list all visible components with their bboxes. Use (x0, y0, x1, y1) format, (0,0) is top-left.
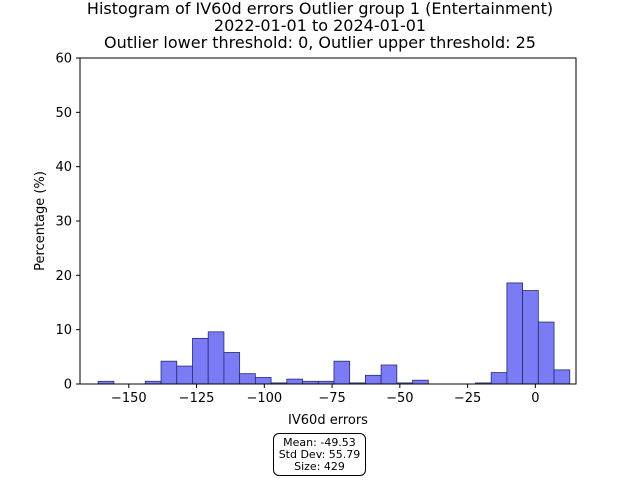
y-axis-ticks: 0 10 20 30 40 50 60 (55, 52, 80, 393)
x-tick-label: −50 (386, 391, 413, 406)
histogram-bar (506, 282, 524, 385)
histogram-bar (286, 378, 303, 385)
stats-mean: Mean: -49.53 (283, 436, 356, 449)
x-axis-label: IV60d errors (288, 413, 368, 428)
x-axis-ticks: −150 −125 −100 −75 −50 −25 0 (111, 384, 539, 406)
x-tick-label: −25 (454, 391, 481, 406)
y-tick-label: 0 (64, 378, 72, 393)
y-tick-label: 20 (55, 269, 72, 284)
x-tick-label: −150 (111, 391, 147, 406)
histogram-bar (490, 372, 508, 385)
histogram-bar (412, 379, 429, 385)
y-tick-label: 10 (55, 323, 72, 338)
y-tick-label: 60 (55, 52, 72, 67)
histogram-bar (365, 374, 382, 385)
histogram-bars (97, 282, 571, 385)
y-tick-label: 40 (55, 160, 72, 175)
histogram-bar (223, 352, 241, 385)
y-axis-label: Percentage (%) (33, 171, 48, 271)
x-tick-label: −125 (179, 391, 215, 406)
histogram-bar (537, 321, 555, 385)
chart-title-line-2: 2022-01-01 to 2024-01-01 (213, 16, 427, 35)
histogram-bar (254, 377, 272, 385)
histogram-bar (380, 364, 398, 385)
histogram-bar (522, 290, 539, 385)
histogram-bar (207, 331, 225, 385)
chart-title-line-1: Histogram of IV60d errors Outlier group … (86, 0, 554, 18)
histogram-bar (192, 337, 209, 385)
y-tick-label: 30 (55, 215, 72, 230)
histogram-bar (176, 365, 193, 385)
stats-box: Mean: -49.53 Std Dev: 55.79 Size: 429 (273, 433, 366, 476)
histogram-bar (239, 373, 256, 385)
histogram-bar (553, 369, 571, 385)
chart-title-line-3: Outlier lower threshold: 0, Outlier uppe… (104, 33, 536, 52)
x-tick-label: 0 (531, 391, 539, 406)
stats-std-dev: Std Dev: 55.79 (278, 448, 361, 461)
histogram-bar (333, 360, 351, 385)
y-tick-label: 50 (55, 106, 72, 121)
x-tick-label: −100 (246, 391, 282, 406)
histogram-bar (160, 360, 178, 385)
plot-frame (79, 57, 577, 385)
x-tick-label: −75 (318, 391, 345, 406)
chart-title: Histogram of IV60d errors Outlier group … (0, 0, 640, 51)
stats-size: Size: 429 (294, 460, 345, 473)
